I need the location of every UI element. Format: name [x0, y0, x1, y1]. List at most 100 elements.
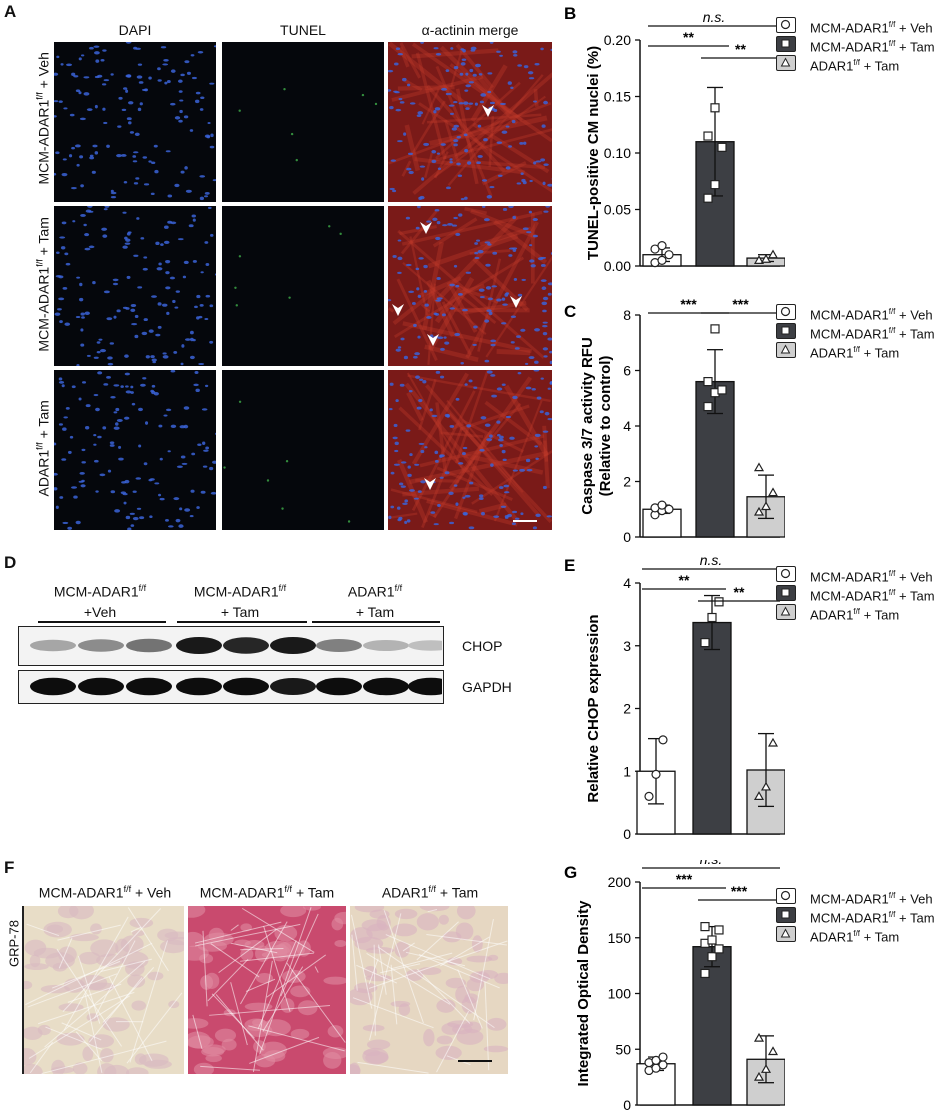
nucleus-dot — [488, 434, 493, 438]
y-axis-label: Relative CHOP expression — [585, 614, 602, 802]
cell-patch — [200, 975, 214, 990]
nucleus-dot — [78, 57, 82, 61]
cell-border — [262, 966, 304, 1032]
nucleus-dot — [112, 282, 119, 286]
blot-band — [176, 677, 222, 696]
nucleus-dot — [123, 416, 130, 420]
blot-band — [316, 677, 362, 696]
nucleus-dot — [477, 154, 483, 158]
nucleus-dot — [453, 101, 458, 104]
nucleus-dot — [490, 343, 496, 347]
nucleus-dot — [399, 383, 405, 387]
nucleus-dot — [523, 141, 527, 145]
blot-band — [363, 640, 409, 651]
nucleus-dot — [478, 73, 483, 76]
nucleus-dot — [397, 239, 402, 242]
tunel-dot — [281, 507, 284, 510]
tunel-dot — [234, 286, 237, 289]
cell-border — [100, 958, 152, 972]
data-point — [707, 952, 717, 962]
triangle-marker-icon — [776, 926, 796, 942]
y-tick-label: 6 — [623, 363, 631, 379]
nucleus-dot — [449, 521, 455, 525]
cell-border — [416, 921, 459, 961]
nucleus-dot — [78, 480, 84, 483]
y-axis-label: Caspase 3/7 activity RFU — [579, 337, 596, 515]
nucleus-dot — [414, 352, 420, 356]
fiber-stripe — [455, 88, 479, 185]
nucleus-dot — [145, 355, 150, 359]
blot-band — [408, 640, 442, 651]
nucleus-dot — [486, 370, 493, 374]
nucleus-dot — [151, 384, 156, 388]
cell-patch — [24, 1048, 37, 1066]
nucleus-dot — [491, 394, 498, 398]
legend-label: MCM-ADAR1f/f + Veh — [810, 20, 933, 36]
nucleus-dot — [164, 81, 168, 85]
data-point — [664, 504, 674, 514]
nucleus-dot — [464, 494, 471, 498]
fiber-stripe — [435, 402, 448, 476]
nucleus-dot — [437, 167, 442, 171]
nucleus-dot — [94, 151, 99, 155]
nucleus-dot — [543, 100, 548, 105]
nucleus-dot — [501, 449, 506, 454]
cell-patch — [261, 1019, 291, 1037]
data-point — [707, 612, 717, 623]
dapi-image — [54, 42, 216, 202]
nucleus-dot — [526, 231, 532, 234]
y-tick-label: 0.10 — [604, 145, 631, 161]
fiber-stripe — [484, 400, 543, 446]
nucleus-dot — [54, 472, 58, 476]
nucleus-dot — [118, 445, 122, 449]
nucleus-dot — [86, 354, 91, 357]
nucleus-dot — [441, 313, 446, 317]
cell-patch — [405, 969, 424, 981]
y-axis-label: Integrated Optical Density — [575, 900, 592, 1087]
nucleus-dot — [54, 442, 57, 446]
nucleus-dot — [179, 109, 183, 114]
f-column-header: MCM-ADAR1f/f + Tam — [199, 884, 335, 901]
panel-letter-e: E — [564, 556, 575, 575]
nucleus-dot — [496, 50, 501, 53]
nucleus-dot — [542, 296, 549, 301]
nucleus-dot — [154, 482, 160, 485]
nucleus-dot — [464, 148, 469, 153]
nucleus-dot — [435, 299, 442, 302]
nucleus-dot — [66, 63, 73, 67]
nucleus-dot — [517, 371, 522, 375]
nucleus-dot — [78, 91, 82, 95]
nucleus-dot — [436, 221, 441, 225]
nucleus-dot — [93, 443, 97, 446]
nucleus-dot — [80, 213, 86, 217]
nucleus-dot — [57, 308, 62, 311]
nucleus-dot — [178, 119, 183, 123]
nucleus-dot — [138, 407, 143, 412]
nucleus-dot — [487, 243, 492, 246]
tunel-dot — [290, 132, 294, 136]
nucleus-dot — [481, 206, 486, 208]
nucleus-dot — [76, 363, 80, 366]
nucleus-dot — [447, 222, 453, 226]
nucleus-dot — [389, 187, 395, 190]
tunel-dot — [238, 255, 242, 258]
nucleus-dot — [158, 493, 162, 497]
nucleus-dot — [460, 62, 466, 66]
nucleus-dot — [190, 54, 195, 57]
nucleus-dot — [156, 267, 163, 271]
significance-label: ** — [735, 41, 746, 57]
nucleus-dot — [80, 484, 86, 488]
cell-border — [62, 908, 162, 1012]
nucleus-dot — [479, 296, 485, 299]
cell-patch — [423, 1028, 435, 1047]
nucleus-dot — [191, 214, 197, 218]
nucleus-dot — [397, 140, 403, 143]
nucleus-dot — [415, 375, 420, 379]
nucleus-dot — [135, 177, 140, 180]
blot-band — [78, 677, 124, 696]
fiber-stripe — [454, 370, 490, 464]
nucleus-dot — [188, 224, 194, 228]
cell-border — [418, 953, 500, 989]
data-point — [714, 925, 724, 935]
nucleus-dot — [547, 337, 552, 341]
